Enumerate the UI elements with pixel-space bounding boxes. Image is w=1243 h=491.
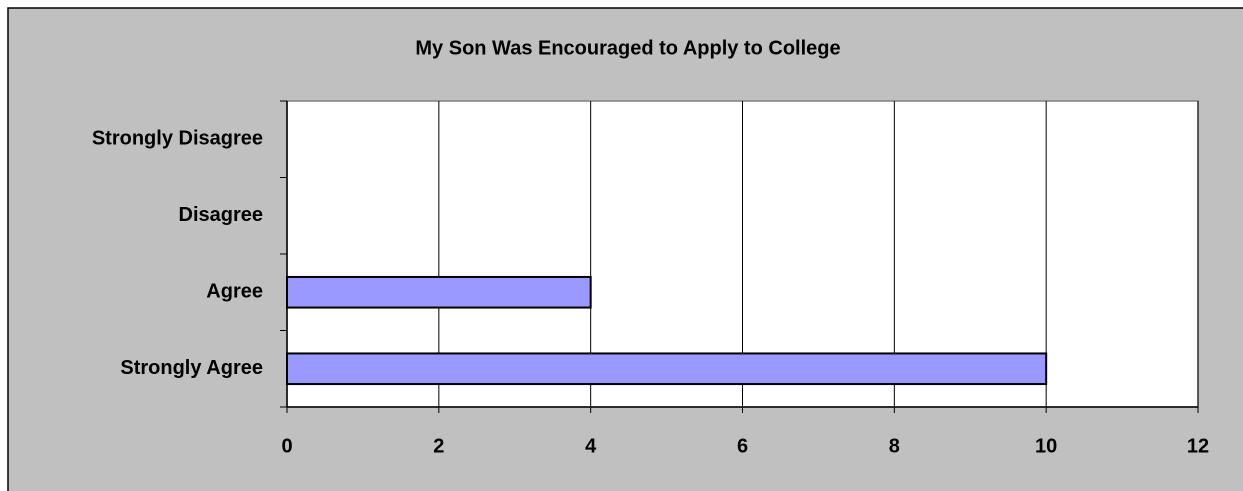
x-tick-label: 0 xyxy=(281,435,292,457)
x-tick-label: 8 xyxy=(889,435,900,457)
x-tick-label: 2 xyxy=(433,435,444,457)
chart-title: My Son Was Encouraged to Apply to Colleg… xyxy=(415,37,840,59)
y-tick-label: Agree xyxy=(206,281,263,303)
bar xyxy=(286,352,1048,386)
bar xyxy=(286,275,592,309)
x-tick-label: 6 xyxy=(737,435,748,457)
y-tick-label: Strongly Disagree xyxy=(92,128,263,150)
x-tick-label: 12 xyxy=(1187,435,1209,457)
y-tick-label: Disagree xyxy=(179,204,264,226)
x-tick-label: 10 xyxy=(1035,435,1057,457)
x-tick-label: 4 xyxy=(585,435,597,457)
y-tick-label: Strongly Agree xyxy=(120,357,263,379)
